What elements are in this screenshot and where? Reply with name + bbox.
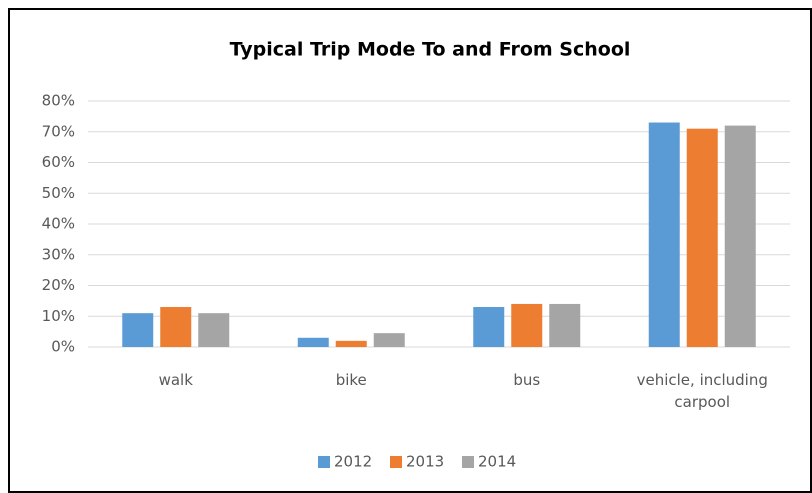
chart-title: Typical Trip Mode To and From School bbox=[230, 39, 631, 61]
x-tick-label: bike bbox=[335, 371, 367, 389]
legend-label: 2013 bbox=[406, 453, 444, 471]
y-tick-label: 60% bbox=[42, 153, 75, 171]
legend-swatch bbox=[390, 456, 402, 468]
bar bbox=[160, 307, 192, 347]
y-tick-label: 20% bbox=[42, 276, 75, 294]
x-tick-label: bus bbox=[513, 371, 541, 389]
bar bbox=[473, 307, 505, 347]
legend-label: 2014 bbox=[478, 453, 516, 471]
legend-label: 2012 bbox=[334, 453, 372, 471]
x-tick-label: walk bbox=[158, 371, 193, 389]
bar bbox=[549, 303, 581, 347]
bar bbox=[511, 303, 543, 347]
bar bbox=[648, 122, 680, 348]
legend-swatch bbox=[462, 456, 474, 468]
bar bbox=[297, 337, 329, 347]
y-tick-label: 10% bbox=[42, 307, 75, 325]
y-tick-label: 80% bbox=[42, 92, 75, 110]
y-tick-label: 70% bbox=[42, 122, 75, 140]
bar bbox=[198, 313, 230, 347]
bar bbox=[373, 333, 405, 347]
y-tick-label: 0% bbox=[51, 338, 75, 356]
y-tick-label: 40% bbox=[42, 215, 75, 233]
y-tick-label: 50% bbox=[42, 184, 75, 202]
legend-swatch bbox=[318, 456, 330, 468]
bar bbox=[335, 340, 367, 347]
y-tick-label: 30% bbox=[42, 245, 75, 263]
bar bbox=[122, 313, 154, 347]
x-tick-label: vehicle, including carpool bbox=[636, 371, 768, 411]
bar bbox=[686, 128, 718, 347]
bar bbox=[724, 125, 756, 347]
